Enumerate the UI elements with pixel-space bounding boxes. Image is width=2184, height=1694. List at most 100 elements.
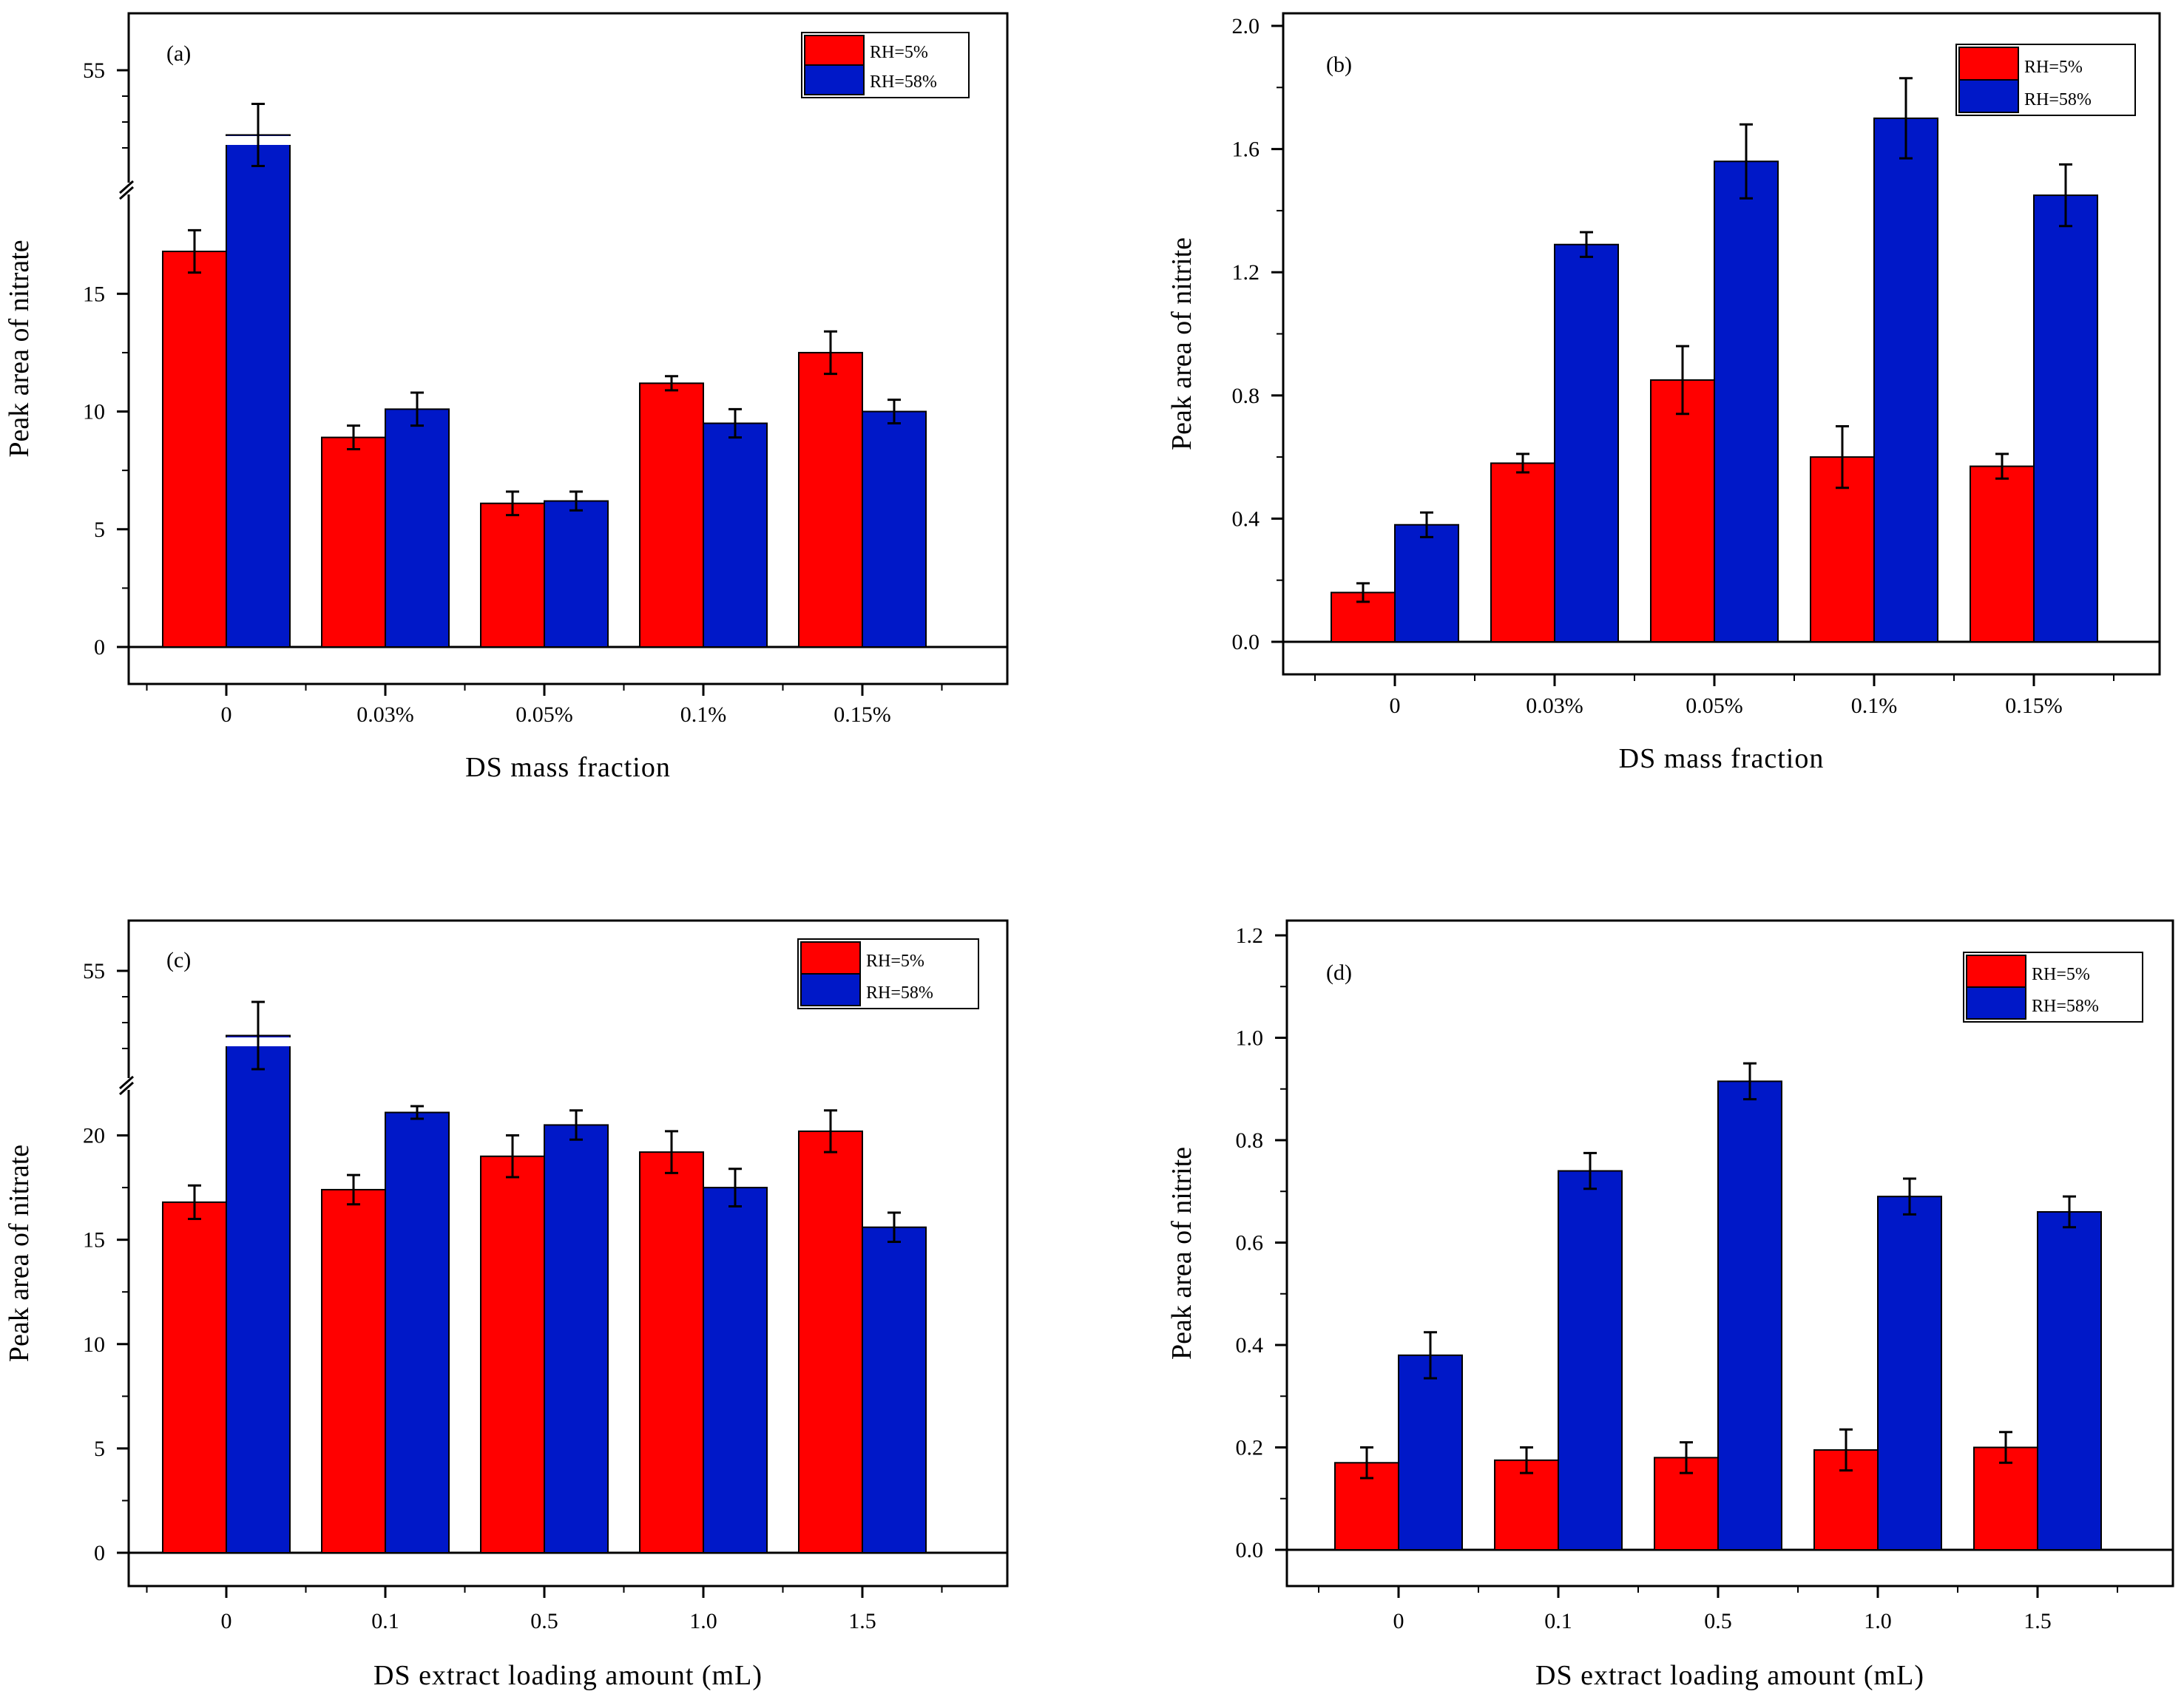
legend-label: RH=58%	[2024, 90, 2092, 109]
y-tick-label: 20	[83, 1124, 105, 1148]
bar-rh58	[1714, 160, 1779, 643]
legend: RH=5% RH=58%	[1955, 44, 2136, 116]
bar-rh58	[544, 1124, 609, 1554]
y-tick-label: 10	[83, 400, 105, 424]
x-tick-label: 0.03%	[1526, 694, 1583, 718]
y-tick-label: 15	[83, 282, 105, 306]
bar-rh58	[385, 408, 450, 648]
x-tick-label: 0	[1390, 694, 1401, 718]
bar-rh5	[480, 502, 545, 648]
y-tick-label: 0.4	[1236, 1333, 1264, 1358]
axis-break-gap	[118, 183, 139, 194]
x-tick-label: 1.5	[2024, 1609, 2052, 1633]
y-tick-label-upper: 55	[83, 58, 105, 83]
y-tick-label: 0.8	[1236, 1128, 1264, 1153]
x-axis-title: DS mass fraction	[465, 752, 671, 783]
bar-rh58	[1877, 1196, 1942, 1551]
x-tick-label: 0.5	[530, 1609, 558, 1633]
bar-rh58	[1394, 524, 1459, 643]
y-tick-label: 1.2	[1236, 924, 1264, 948]
bar-rh58	[1558, 1170, 1623, 1551]
x-tick-label: 0	[221, 702, 232, 727]
bar-rh5	[798, 1130, 863, 1554]
legend-label: RH=5%	[2032, 965, 2090, 984]
y-axis-title: Peak area of nitrite	[1166, 1147, 1197, 1360]
legend-swatch	[1958, 47, 2019, 81]
axis-break-mark	[119, 186, 134, 200]
bar-rh5	[480, 1155, 545, 1554]
y-axis-title: Peak area of nitrite	[1166, 237, 1197, 450]
x-tick-label: 1.0	[689, 1609, 717, 1633]
bar-rh58	[1873, 117, 1938, 643]
bar-rh5	[639, 1151, 704, 1554]
legend-swatch	[1958, 79, 2019, 113]
legend-label: RH=58%	[870, 72, 937, 92]
y-tick-label: 0.8	[1232, 384, 1260, 408]
bar-rh5	[1650, 379, 1715, 643]
axis-break-mark	[119, 1081, 134, 1096]
legend-swatch	[804, 35, 865, 66]
x-axis-title: DS extract loading amount (mL)	[373, 1660, 763, 1691]
bar-rh58	[1717, 1080, 1782, 1551]
x-tick-label: 0.15%	[2005, 694, 2063, 718]
chart-panel-d: 0.0 0.2 0.4 0.6 0.8 1.0 1.2 0 0.1 0.5 1.0 1.5 (d) RH=…	[1166, 919, 2174, 1691]
y-tick-label: 2.0	[1232, 14, 1260, 38]
bar-rh58	[703, 1187, 768, 1554]
legend: RH=5% RH=58%	[801, 32, 970, 98]
panel-label: (d)	[1326, 961, 1352, 985]
x-tick-label: 1.0	[1864, 1609, 1892, 1633]
bar-rh58	[226, 1034, 291, 1554]
x-axis-title: DS extract loading amount (mL)	[1535, 1660, 1924, 1691]
legend-swatch	[1966, 955, 2026, 988]
panel-label: (a)	[166, 41, 191, 66]
chart-panel-a: 0 5 10 15 55 0 0.03% 0.05% 0.1% 0.15% (a) RH=5%RH=5…	[4, 12, 1009, 783]
x-tick-label: 0.1	[1544, 1609, 1572, 1633]
y-tick-label: 0.2	[1236, 1436, 1264, 1460]
plot-frame	[127, 919, 1009, 1588]
y-tick-label-upper: 55	[83, 959, 105, 983]
bar-rh5	[639, 382, 704, 648]
panel-label: (b)	[1326, 52, 1352, 77]
chart-panel-c: 0 5 10 15 20 55 0 0.1 0.5 1.0 1.5 (c) RH=5% RH=58% DS …	[4, 919, 1009, 1691]
bar-rh58	[2033, 194, 2098, 643]
y-tick-label: 0	[94, 635, 105, 660]
x-tick-label: 0	[221, 1609, 232, 1633]
y-tick-label: 10	[83, 1332, 105, 1357]
x-tick-label: 0.05%	[1686, 694, 1743, 718]
legend-swatch	[800, 941, 861, 975]
bar-rh58	[544, 500, 609, 648]
bar-rh5	[162, 1201, 227, 1554]
axis-break-gap	[118, 1078, 139, 1090]
chart-panel-b: 0.0 0.4 0.8 1.2 1.6 2.0 0 0.03% 0.05% 0.1% 0.15% (b…	[1166, 12, 2161, 774]
x-tick-label: 0.1%	[680, 702, 727, 727]
y-tick-label: 1.0	[1236, 1026, 1264, 1051]
bar-rh58	[2037, 1210, 2102, 1551]
x-tick-label: 0	[1393, 1609, 1404, 1633]
legend-label: RH=58%	[866, 983, 933, 1003]
bar-rh58	[1398, 1354, 1463, 1551]
bar-rh58	[385, 1111, 450, 1554]
y-tick-label: 0.6	[1236, 1231, 1264, 1256]
x-tick-label: 1.5	[848, 1609, 876, 1633]
x-tick-label: 0.03%	[356, 702, 414, 727]
legend-swatch	[1966, 986, 2026, 1020]
bar-rh58	[226, 134, 291, 648]
x-tick-label: 0.1	[371, 1609, 399, 1633]
y-tick-label: 5	[94, 518, 105, 542]
x-tick-label: 0.5	[1704, 1609, 1732, 1633]
legend-label: RH=5%	[2024, 58, 2083, 77]
plot-frame	[127, 12, 1009, 685]
bar-rh5	[1490, 462, 1555, 643]
legend-label: RH=5%	[866, 952, 924, 971]
panel-label: (c)	[166, 948, 191, 972]
legend-label: RH=58%	[2032, 997, 2099, 1016]
bar-rh58	[862, 410, 927, 648]
y-tick-label: 0	[94, 1541, 105, 1565]
y-tick-label: 0.0	[1232, 630, 1260, 654]
bar-rh58	[703, 422, 768, 648]
x-tick-label: 0.05%	[515, 702, 573, 727]
bar-rh58	[1554, 243, 1619, 643]
y-axis-title: Peak area of nitrate	[4, 1145, 35, 1362]
bar-rh5	[1970, 465, 2035, 643]
x-tick-label: 0.15%	[834, 702, 891, 727]
